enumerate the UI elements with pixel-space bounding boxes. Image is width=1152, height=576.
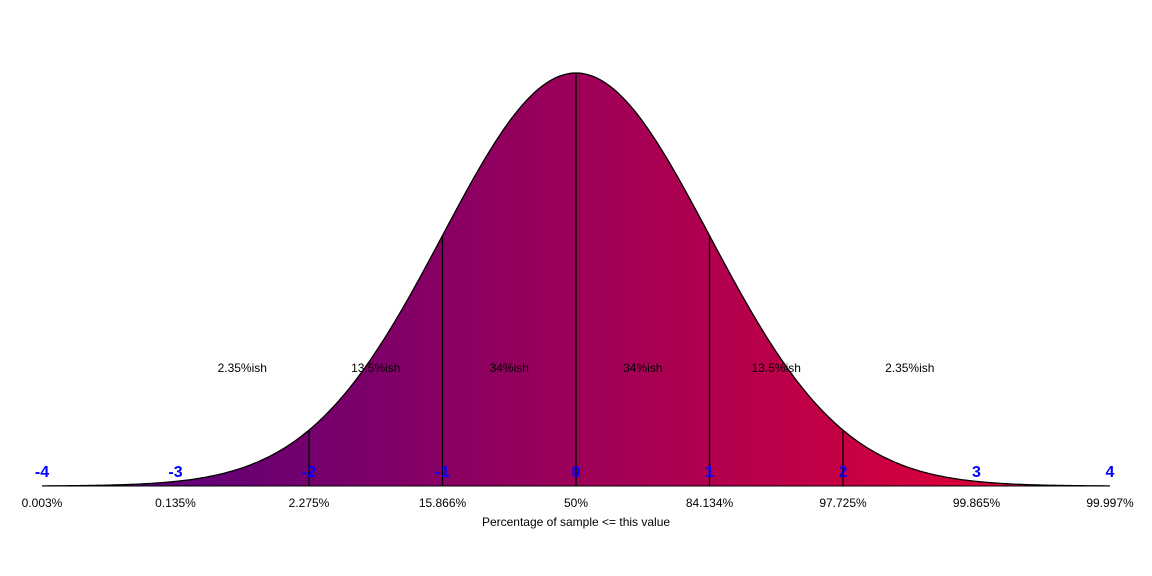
x-axis-title: Percentage of sample <= this value [482,515,670,529]
sigma-tick-label: -1 [435,464,449,481]
percentile-tick-label: 99.865% [953,496,1001,510]
sigma-tick-label: -4 [35,464,49,481]
percentile-tick-label: 50% [564,496,588,510]
region-percentage-label: 34%ish [623,361,662,375]
bell-curve-outline [41,72,1111,487]
region-percentage-label: 13.5%ish [351,361,400,375]
percentile-tick-label: 0.003% [22,496,63,510]
sigma-tick-label: -3 [168,464,182,481]
region-percentage-label: 2.35%ish [885,361,934,375]
percentile-tick-label: 0.135% [155,496,196,510]
sigma-tick-label: 4 [1106,464,1115,481]
percentile-tick-label: 15.866% [419,496,467,510]
region-percentage-label: 13.5%ish [752,361,801,375]
sigma-tick-label: 2 [839,464,848,481]
sigma-tick-label: 1 [705,464,714,481]
percentile-tick-label: 84.134% [686,496,734,510]
region-percentage-label: 34%ish [490,361,529,375]
sigma-tick-label: 3 [972,464,981,481]
percentile-tick-label: 97.725% [819,496,867,510]
sigma-tick-label: 0 [572,464,581,481]
sigma-tick-label: -2 [302,464,316,481]
percentile-tick-label: 99.997% [1086,496,1134,510]
region-percentage-label: 2.35%ish [218,361,267,375]
percentile-tick-label: 2.275% [289,496,330,510]
